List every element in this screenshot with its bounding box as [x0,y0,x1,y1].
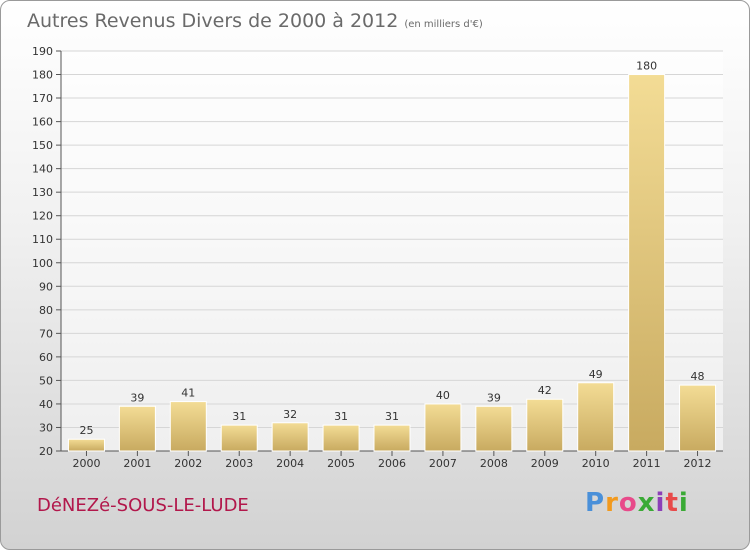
y-tick-label: 120 [32,210,53,223]
x-tick-label: 2000 [72,457,100,470]
bar [373,424,411,452]
x-tick-label: 2004 [276,457,304,470]
bar [118,405,156,452]
x-tick-label: 2012 [684,457,712,470]
logo-letter: i [678,488,689,518]
y-tick-label: 190 [32,45,53,58]
bar [526,398,564,452]
x-tick-label: 2008 [480,457,508,470]
y-tick-label: 90 [39,280,53,293]
proxiti-logo: Proxiti [585,488,689,518]
x-tick-label: 2011 [633,457,661,470]
x-tick-label: 2010 [582,457,610,470]
bar [577,382,615,452]
x-tick-label: 2002 [174,457,202,470]
logo-letter: r [605,488,619,518]
y-tick-label: 30 [39,421,53,434]
bar-value-label: 39 [487,391,501,404]
y-tick-label: 160 [32,116,53,129]
bar-value-label: 48 [691,370,705,383]
bar-value-label: 32 [283,408,297,421]
bar [220,424,258,452]
bar-value-label: 41 [181,387,195,400]
y-tick-label: 100 [32,257,53,270]
y-tick-label: 40 [39,398,53,411]
logo-letter: t [665,488,679,518]
chart-title: Autres Revenus Divers de 2000 à 2012 (en … [27,10,483,32]
logo-letter: x [637,488,656,518]
x-tick-label: 2005 [327,457,355,470]
bar [322,424,360,452]
plot-area [61,51,723,451]
title-main: Autres Revenus Divers de 2000 à 2012 [27,10,399,32]
bar-value-label: 31 [385,410,399,423]
y-tick-label: 150 [32,139,53,152]
logo-letter: i [655,488,666,518]
logo-letter: P [585,488,606,518]
bar-value-label: 180 [636,60,657,73]
bar-value-label: 31 [334,410,348,423]
bar-value-label: 42 [538,384,552,397]
x-tick-label: 2001 [123,457,151,470]
y-tick-label: 20 [39,445,53,458]
y-tick-label: 130 [32,186,53,199]
y-tick-label: 140 [32,163,53,176]
bar-value-label: 25 [79,424,93,437]
bar [424,403,462,452]
x-tick-label: 2007 [429,457,457,470]
bar-value-label: 49 [589,368,603,381]
bar [169,401,207,452]
y-tick-label: 110 [32,233,53,246]
title-subtitle: (en milliers d'€) [404,19,483,30]
y-tick-label: 50 [39,374,53,387]
x-tick-label: 2006 [378,457,406,470]
bar [475,405,513,452]
y-tick-label: 170 [32,92,53,105]
bar [67,438,105,452]
bar-value-label: 31 [232,410,246,423]
bar [628,74,666,452]
x-tick-label: 2003 [225,457,253,470]
bar-value-label: 39 [130,391,144,404]
y-tick-label: 70 [39,327,53,340]
y-tick-label: 180 [32,69,53,82]
bar [679,384,717,452]
x-tick-label: 2009 [531,457,559,470]
logo-letter: o [618,488,638,518]
y-tick-label: 80 [39,304,53,317]
bar-value-label: 40 [436,389,450,402]
place-name: DéNEZé-SOUS-LE-LUDE [37,495,249,516]
bar [271,422,309,452]
y-tick-label: 60 [39,351,53,364]
